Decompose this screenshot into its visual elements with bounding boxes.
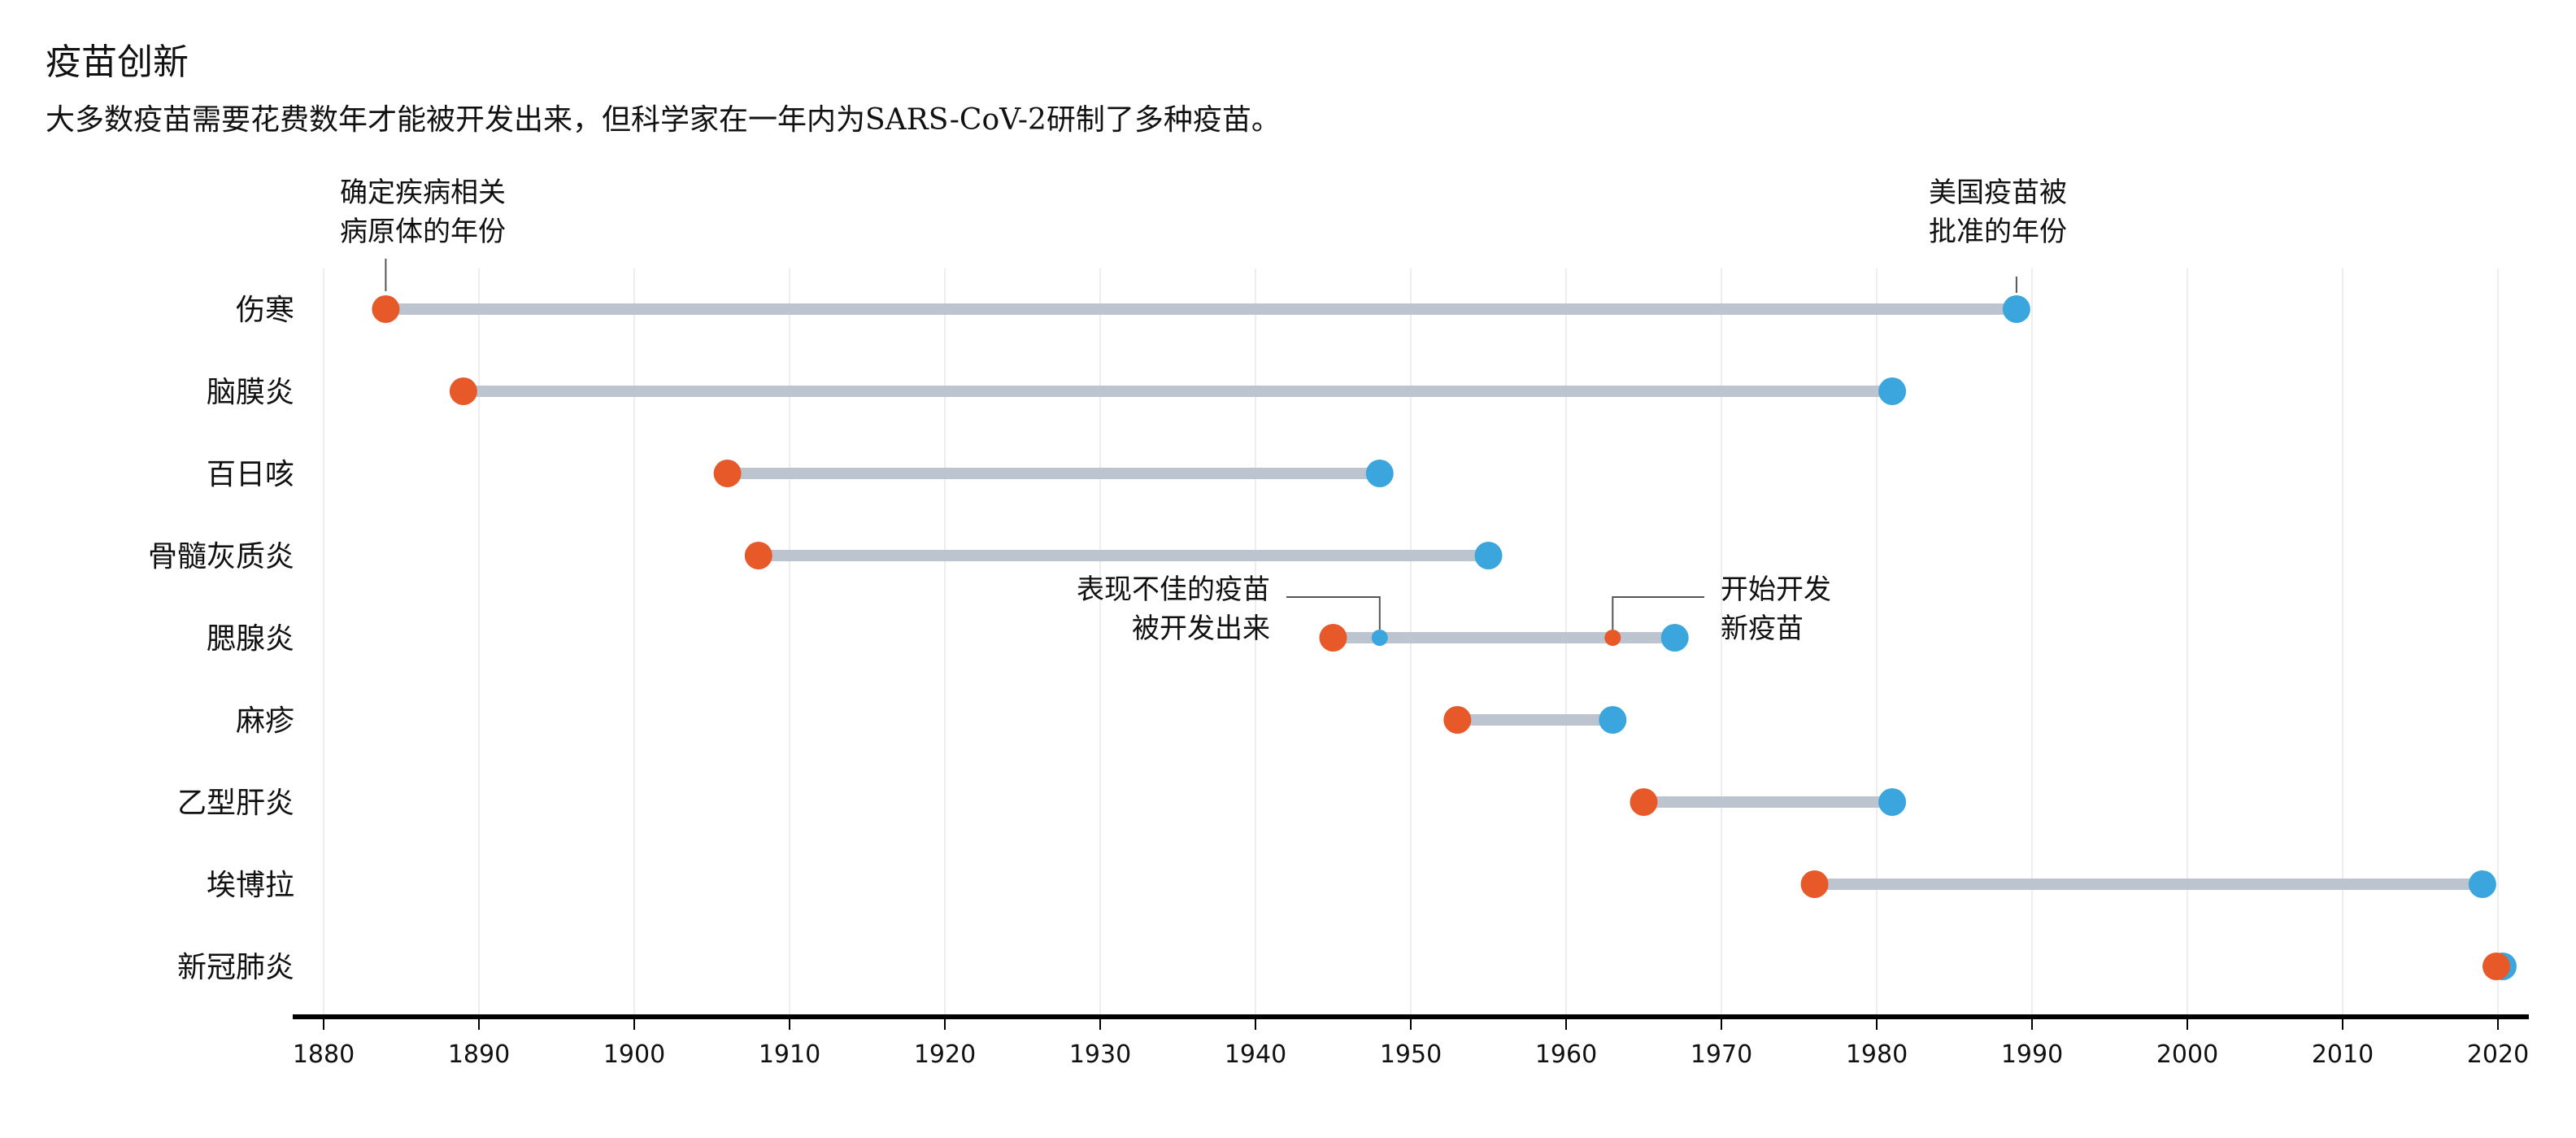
x-tick-label: 1880 (293, 1040, 355, 1069)
x-tick-label: 1910 (759, 1040, 820, 1069)
x-axis: 1880 1890 1900 1910 1920 1930 1940 1950 1960 1970… (293, 1014, 2529, 1069)
approved-dot (1660, 624, 1689, 652)
category-label: 埃博拉 (207, 869, 294, 902)
x-tick-label: 1960 (1535, 1040, 1597, 1069)
x-tick-label: 1980 (1846, 1040, 1908, 1069)
identified-dot (1443, 706, 1472, 734)
category-label: 新冠肺炎 (177, 951, 294, 984)
x-tick-label: 1900 (603, 1040, 665, 1069)
category-label: 伤寒 (236, 294, 294, 327)
x-tick-label: 1930 (1069, 1040, 1131, 1069)
identified-dot (372, 295, 400, 323)
identified-dot (1800, 870, 1829, 898)
category-label: 腮腺炎 (207, 622, 294, 656)
approved-dot (2468, 870, 2496, 898)
x-tick-label: 1970 (1690, 1040, 1752, 1069)
x-tick-label: 1990 (2001, 1040, 2063, 1069)
chart-subtitle: 大多数疫苗需要花费数年才能被开发出来，但科学家在一年内为SARS-CoV-2研制… (46, 103, 1281, 137)
approved-dot (1365, 460, 1394, 487)
bars (385, 303, 2482, 890)
x-tick-label: 2010 (2312, 1040, 2374, 1069)
approved-dot (1878, 377, 1907, 405)
identified-dot (449, 377, 477, 405)
identified-minor-dot (1604, 630, 1621, 646)
approved-minor-dot (1371, 630, 1388, 646)
identified-dot (713, 460, 742, 487)
annotation-leader (1286, 596, 1381, 630)
category-label: 百日咳 (207, 458, 294, 491)
annotation-identified: 确定疾病相关病原体的年份 (340, 177, 506, 248)
identified-dot (1319, 624, 1347, 652)
x-tick-label: 1950 (1380, 1040, 1442, 1069)
identified-dot (2482, 953, 2510, 980)
chart-title: 疫苗创新 (46, 41, 189, 83)
annotation-poor-vaccine: 表现不佳的疫苗被开发出来 (1077, 573, 1270, 645)
annotation-new-vaccine: 开始开发新疫苗 (1721, 573, 1831, 645)
approved-dot (1878, 788, 1907, 816)
x-tick-label: 2020 (2467, 1040, 2529, 1069)
annotation-leader (1612, 596, 1704, 630)
approved-dot (2002, 295, 2030, 323)
category-label: 骨髓灰质炎 (148, 540, 294, 573)
annotation-approved: 美国疫苗被批准的年份 (1929, 177, 2067, 248)
x-tick-label: 1890 (448, 1040, 510, 1069)
x-tick-label: 1940 (1225, 1040, 1286, 1069)
identified-dot (744, 542, 772, 569)
category-label: 麻疹 (236, 704, 294, 738)
approved-dot (1599, 706, 1627, 734)
dots (372, 295, 2517, 980)
x-tick-label: 1920 (914, 1040, 976, 1069)
x-tick-label: 2000 (2156, 1040, 2218, 1069)
category-label: 乙型肝炎 (177, 787, 294, 820)
approved-dot (1474, 542, 1503, 569)
category-label: 脑膜炎 (207, 376, 294, 409)
identified-dot (1630, 788, 1658, 816)
